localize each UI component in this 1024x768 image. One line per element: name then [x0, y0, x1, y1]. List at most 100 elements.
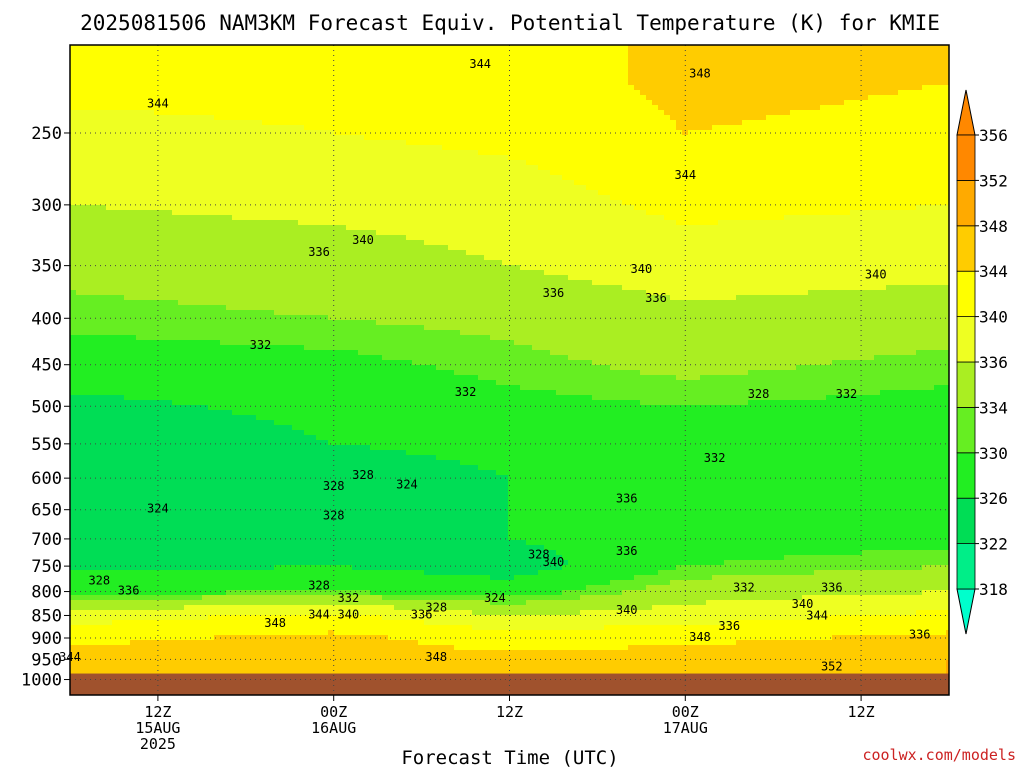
heatmap-cell [460, 80, 467, 86]
heatmap-cell [352, 70, 359, 76]
heatmap-cell [730, 145, 737, 151]
heatmap-cell [382, 60, 389, 66]
heatmap-cell [550, 135, 557, 141]
heatmap-cell [826, 205, 833, 211]
heatmap-cell [226, 160, 233, 166]
heatmap-cell [448, 80, 455, 86]
heatmap-cell [442, 110, 449, 116]
heatmap-cell [634, 100, 641, 106]
heatmap-cell [784, 180, 791, 186]
heatmap-cell [268, 210, 275, 216]
heatmap-cell [70, 160, 77, 166]
heatmap-cell [256, 155, 263, 161]
heatmap-cell [844, 140, 851, 146]
heatmap-cell [448, 65, 455, 71]
heatmap-cell [502, 45, 509, 51]
heatmap-cell [454, 45, 461, 51]
heatmap-cell [826, 100, 833, 106]
heatmap-cell [502, 145, 509, 151]
heatmap-cell [340, 165, 347, 171]
heatmap-cell [724, 175, 731, 181]
heatmap-cell [724, 135, 731, 141]
heatmap-cell [724, 55, 731, 61]
heatmap-cell [676, 205, 683, 211]
heatmap-cell [484, 95, 491, 101]
heatmap-cell [436, 90, 443, 96]
heatmap-cell [538, 155, 545, 161]
heatmap-cell [490, 140, 497, 146]
heatmap-cell [742, 100, 749, 106]
heatmap-cell [484, 205, 491, 211]
heatmap-cell [682, 170, 689, 176]
heatmap-cell [220, 65, 227, 71]
heatmap-cell [328, 140, 335, 146]
heatmap-cell [76, 195, 83, 201]
heatmap-cell [670, 80, 677, 86]
heatmap-cell [718, 205, 725, 211]
heatmap-cell [136, 155, 143, 161]
heatmap-cell [946, 135, 949, 141]
heatmap-cell [244, 200, 251, 206]
heatmap-cell [778, 110, 785, 116]
heatmap-cell [316, 190, 323, 196]
heatmap-cell [826, 60, 833, 66]
heatmap-cell [538, 55, 545, 61]
heatmap-cell [826, 125, 833, 131]
heatmap-cell [352, 50, 359, 56]
heatmap-cell [190, 170, 197, 176]
heatmap-cell [868, 200, 875, 206]
heatmap-cell [856, 145, 863, 151]
heatmap-cell [802, 105, 809, 111]
heatmap-cell [742, 170, 749, 176]
heatmap-cell [862, 155, 869, 161]
heatmap-cell [712, 100, 719, 106]
heatmap-cell [556, 70, 563, 76]
heatmap-cell [442, 55, 449, 61]
heatmap-cell [562, 145, 569, 151]
heatmap-cell [394, 75, 401, 81]
heatmap-cell [934, 135, 941, 141]
heatmap-cell [106, 145, 113, 151]
heatmap-cell [76, 105, 83, 111]
heatmap-cell [304, 50, 311, 56]
heatmap-cell [670, 175, 677, 181]
heatmap-cell [508, 50, 515, 56]
heatmap-cell [736, 45, 743, 51]
heatmap-cell [922, 75, 929, 81]
heatmap-cell [238, 195, 245, 201]
heatmap-cell [712, 210, 719, 216]
heatmap-cell [346, 175, 353, 181]
heatmap-cell [112, 70, 119, 76]
heatmap-cell [490, 70, 497, 76]
heatmap-cell [850, 70, 857, 76]
heatmap-cell [400, 170, 407, 176]
heatmap-cell [418, 185, 425, 191]
heatmap-cell [604, 55, 611, 61]
heatmap-cell [598, 110, 605, 116]
heatmap-cell [442, 195, 449, 201]
heatmap-cell [802, 125, 809, 131]
heatmap-cell [748, 205, 755, 211]
heatmap-cell [334, 85, 341, 91]
heatmap-cell [208, 60, 215, 66]
heatmap-cell [478, 205, 485, 211]
heatmap-cell [424, 200, 431, 206]
heatmap-cell [490, 55, 497, 61]
heatmap-cell [622, 175, 629, 181]
heatmap-cell [220, 155, 227, 161]
heatmap-cell [796, 145, 803, 151]
heatmap-cell [838, 55, 845, 61]
heatmap-cell [784, 160, 791, 166]
heatmap-cell [514, 165, 521, 171]
heatmap-cell [394, 50, 401, 56]
heatmap-cell [184, 145, 191, 151]
heatmap-cell [130, 200, 137, 206]
heatmap-cell [718, 195, 725, 201]
heatmap-cell [580, 75, 587, 81]
heatmap-cell [232, 200, 239, 206]
heatmap-cell [190, 175, 197, 181]
heatmap-cell [844, 50, 851, 56]
heatmap-cell [922, 170, 929, 176]
heatmap-cell [700, 100, 707, 106]
heatmap-cell [898, 150, 905, 156]
